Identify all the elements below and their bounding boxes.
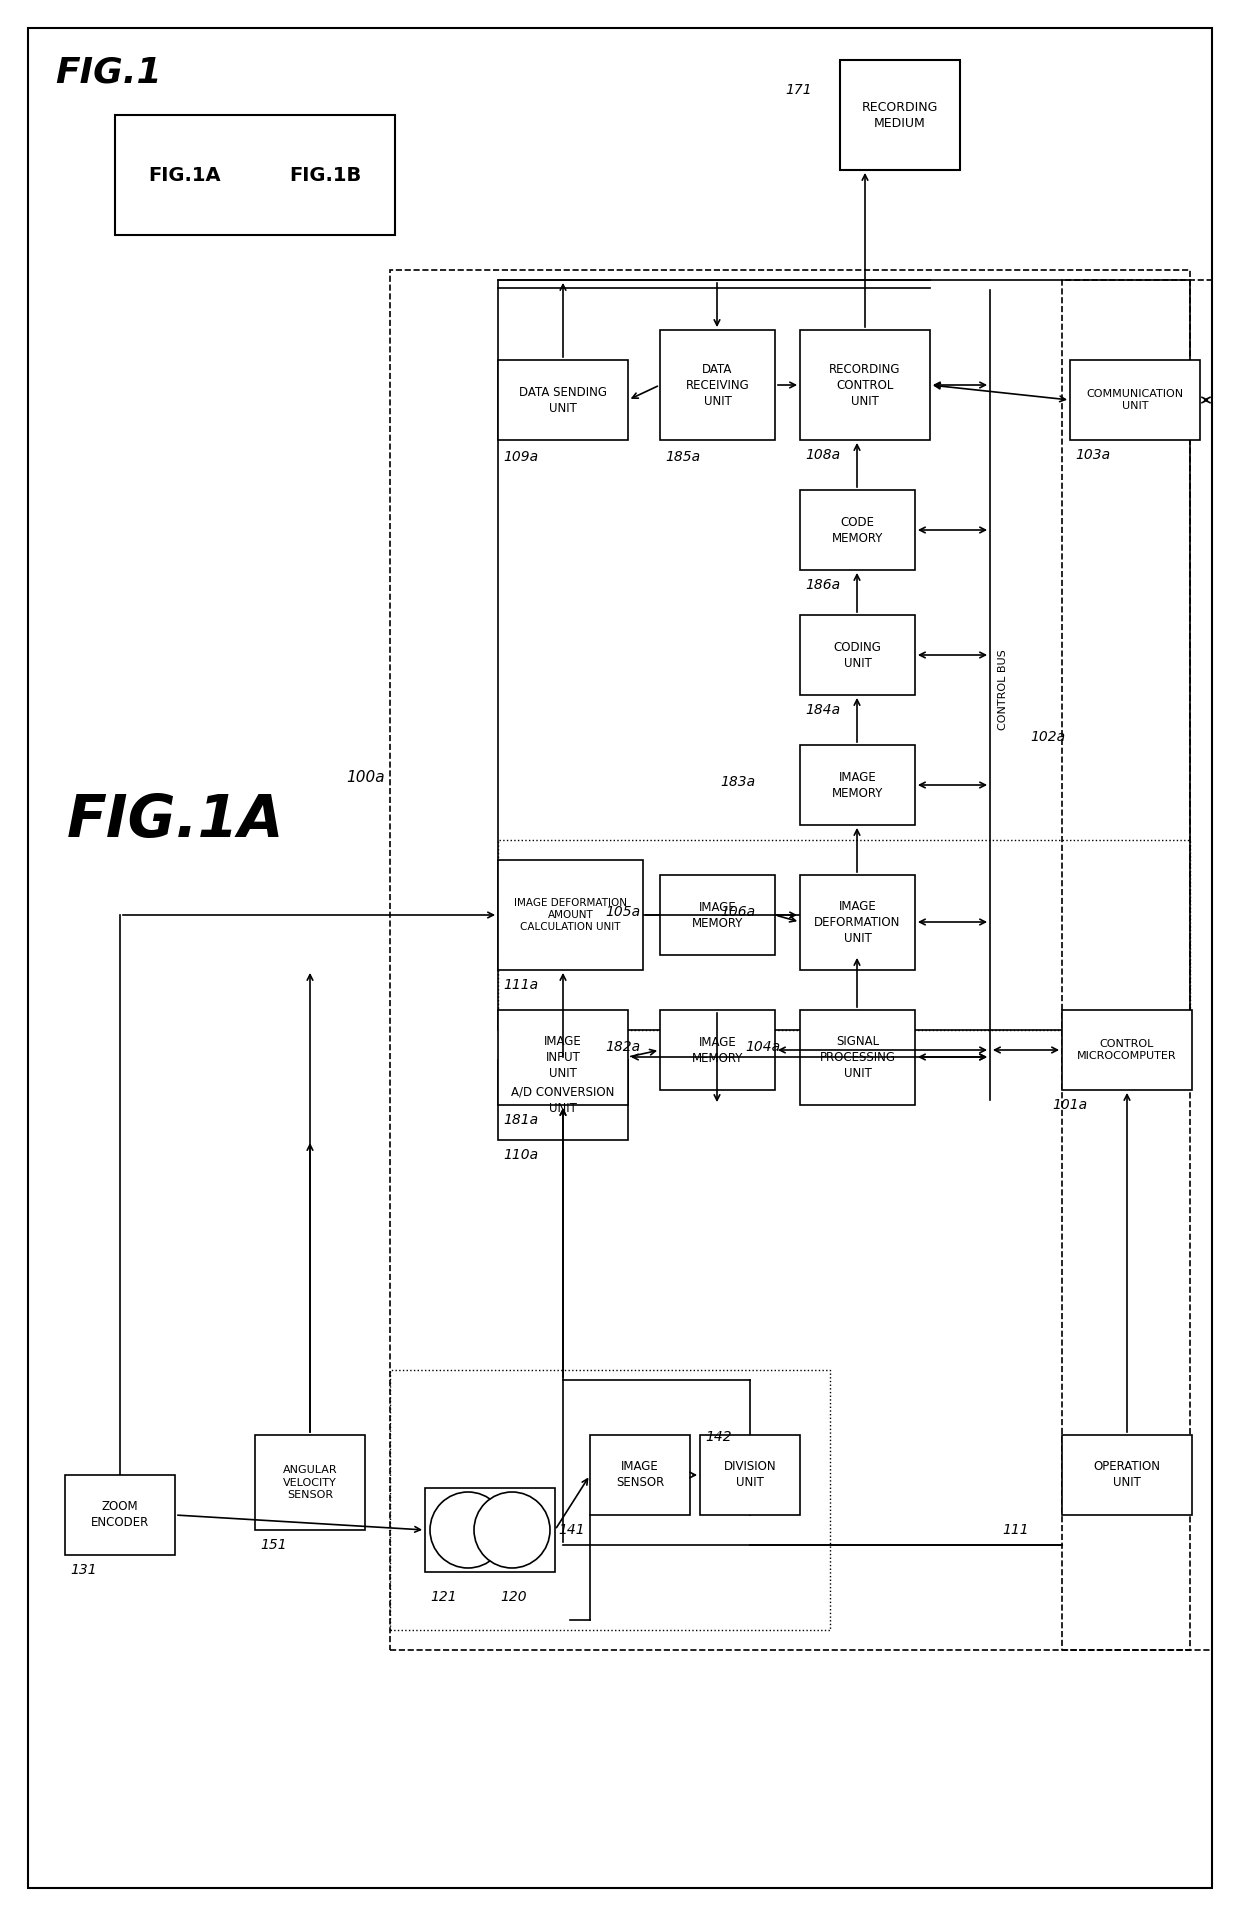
Text: 151: 151 [260, 1539, 286, 1552]
Text: FIG.1A: FIG.1A [66, 791, 284, 849]
Bar [498, 1010, 627, 1106]
Bar [1061, 280, 1211, 1650]
Text: 185a: 185a [665, 450, 701, 464]
Bar [660, 1010, 775, 1090]
Circle shape [430, 1493, 506, 1567]
Text: 121: 121 [430, 1590, 456, 1604]
Bar [590, 1435, 689, 1516]
Text: IMAGE
SENSOR: IMAGE SENSOR [616, 1460, 665, 1489]
Text: CODING
UNIT: CODING UNIT [833, 640, 882, 669]
Bar [1070, 360, 1200, 441]
Bar [498, 280, 1190, 1031]
Bar [391, 270, 1190, 1650]
Bar [498, 1060, 627, 1140]
Bar [660, 876, 775, 954]
Bar [1061, 1435, 1192, 1516]
Text: A/D CONVERSION
UNIT: A/D CONVERSION UNIT [511, 1086, 615, 1115]
Text: 120: 120 [500, 1590, 527, 1604]
Bar [800, 876, 915, 969]
Text: CONTROL
MICROCOMPUTER: CONTROL MICROCOMPUTER [1078, 1038, 1177, 1061]
Text: IMAGE
MEMORY: IMAGE MEMORY [832, 770, 883, 799]
Text: 182a: 182a [605, 1040, 640, 1054]
Text: RECORDING
MEDIUM: RECORDING MEDIUM [862, 100, 939, 130]
Text: FIG.1: FIG.1 [55, 56, 161, 88]
Text: 103a: 103a [1075, 448, 1110, 462]
Bar [800, 745, 915, 826]
Bar [839, 59, 960, 171]
Text: OPERATION
UNIT: OPERATION UNIT [1094, 1460, 1161, 1489]
Bar [391, 1370, 830, 1631]
Text: CODE
MEMORY: CODE MEMORY [832, 515, 883, 544]
Bar [800, 615, 915, 696]
Text: ZOOM
ENCODER: ZOOM ENCODER [91, 1500, 149, 1529]
Bar [800, 490, 915, 569]
Bar [1061, 1010, 1192, 1090]
Text: 184a: 184a [805, 703, 841, 717]
Text: IMAGE DEFORMATION
AMOUNT
CALCULATION UNIT: IMAGE DEFORMATION AMOUNT CALCULATION UNI… [515, 897, 627, 933]
Text: SIGNAL
PROCESSING
UNIT: SIGNAL PROCESSING UNIT [820, 1035, 895, 1081]
Text: IMAGE
DEFORMATION
UNIT: IMAGE DEFORMATION UNIT [815, 901, 900, 945]
Text: IMAGE
MEMORY: IMAGE MEMORY [692, 1035, 743, 1065]
Text: RECORDING
CONTROL
UNIT: RECORDING CONTROL UNIT [830, 362, 900, 408]
Bar [660, 330, 775, 441]
Text: 171: 171 [785, 82, 812, 98]
Text: 186a: 186a [805, 579, 841, 592]
Bar [255, 1435, 365, 1531]
Text: 105a: 105a [605, 904, 640, 920]
Text: DATA SENDING
UNIT: DATA SENDING UNIT [520, 385, 608, 414]
Bar [64, 1475, 175, 1556]
Bar [498, 360, 627, 441]
Text: 101a: 101a [1052, 1098, 1087, 1111]
Bar [425, 1489, 556, 1571]
Bar [498, 860, 644, 969]
Text: 111a: 111a [503, 977, 538, 992]
Text: 100a: 100a [346, 770, 384, 786]
Text: CONTROL BUS: CONTROL BUS [998, 650, 1008, 730]
Text: 102a: 102a [1030, 730, 1065, 743]
Bar [115, 115, 396, 236]
Text: 108a: 108a [805, 448, 841, 462]
Text: COMMUNICATION
UNIT: COMMUNICATION UNIT [1086, 389, 1183, 412]
Bar [800, 330, 930, 441]
Text: 181a: 181a [503, 1113, 538, 1127]
Text: IMAGE
MEMORY: IMAGE MEMORY [692, 901, 743, 929]
Circle shape [474, 1493, 551, 1567]
Text: 111: 111 [1002, 1523, 1029, 1537]
Text: 141: 141 [558, 1523, 585, 1537]
Bar [498, 839, 1190, 1031]
Text: 183a: 183a [720, 774, 755, 789]
Text: FIG.1B: FIG.1B [289, 165, 361, 184]
Text: 131: 131 [69, 1563, 97, 1577]
Text: 142: 142 [706, 1429, 732, 1445]
Bar [701, 1435, 800, 1516]
Text: DATA
RECEIVING
UNIT: DATA RECEIVING UNIT [686, 362, 749, 408]
Text: 104a: 104a [745, 1040, 780, 1054]
Text: DIVISION
UNIT: DIVISION UNIT [724, 1460, 776, 1489]
Bar [800, 1010, 915, 1106]
Text: ANGULAR
VELOCITY
SENSOR: ANGULAR VELOCITY SENSOR [283, 1466, 337, 1500]
Text: FIG.1A: FIG.1A [149, 165, 221, 184]
Text: 109a: 109a [503, 450, 538, 464]
Text: 110a: 110a [503, 1148, 538, 1161]
Text: 106a: 106a [720, 904, 755, 920]
Text: IMAGE
INPUT
UNIT: IMAGE INPUT UNIT [544, 1035, 582, 1081]
